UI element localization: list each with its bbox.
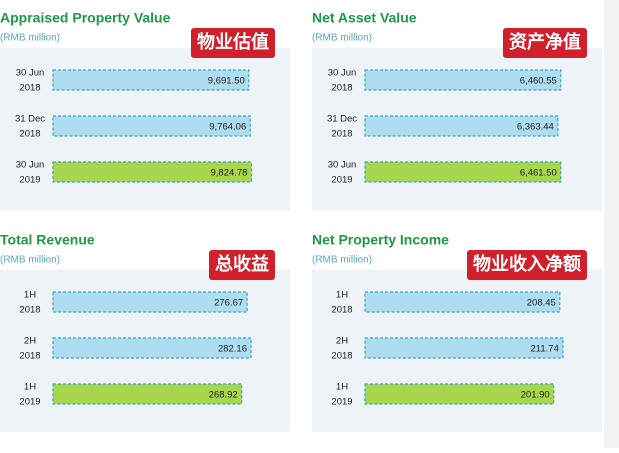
value-label: 268.92 bbox=[209, 390, 238, 401]
chart-title: Net Property Income bbox=[312, 232, 449, 248]
badge bbox=[209, 250, 275, 280]
chart-title: Total Revenue bbox=[0, 232, 95, 248]
bar bbox=[52, 115, 251, 137]
category-label: 30 Jun bbox=[328, 68, 357, 79]
category-label: 1H bbox=[336, 382, 348, 393]
category-label: 2019 bbox=[331, 397, 352, 408]
category-label: 2019 bbox=[19, 175, 40, 186]
category-label: 31 Dec bbox=[15, 114, 45, 125]
category-label: 30 Jun bbox=[16, 68, 45, 79]
bar bbox=[364, 69, 562, 91]
value-label: 9,691.50 bbox=[208, 76, 245, 87]
bar bbox=[52, 337, 252, 359]
category-label: 2H bbox=[24, 336, 36, 347]
badge-text: 资产净值 bbox=[509, 31, 581, 52]
badge-text: 物业收入净额 bbox=[473, 253, 581, 274]
badge bbox=[503, 28, 587, 58]
bar bbox=[364, 383, 555, 405]
chart-title: Net Asset Value bbox=[312, 10, 417, 26]
value-label: 276.67 bbox=[214, 298, 243, 309]
bar bbox=[52, 161, 253, 183]
category-label: 1H bbox=[336, 290, 348, 301]
category-label: 2H bbox=[336, 336, 348, 347]
category-label: 2018 bbox=[19, 129, 40, 140]
badge-text: 物业估值 bbox=[197, 31, 269, 52]
value-label: 211.74 bbox=[531, 344, 559, 355]
category-label: 2018 bbox=[331, 83, 352, 94]
category-label: 31 Dec bbox=[327, 114, 357, 125]
category-label: 2018 bbox=[331, 305, 352, 316]
bar bbox=[52, 383, 243, 405]
value-label: 282.16 bbox=[218, 344, 247, 355]
chart-subtitle: (RMB million) bbox=[0, 255, 60, 266]
category-label: 2018 bbox=[19, 351, 40, 362]
value-label: 9,824.78 bbox=[210, 168, 247, 179]
bar bbox=[52, 291, 248, 313]
value-label: 208.45 bbox=[527, 298, 556, 309]
category-label: 2019 bbox=[19, 397, 40, 408]
category-label: 2019 bbox=[331, 175, 352, 186]
chart-subtitle: (RMB million) bbox=[312, 255, 372, 266]
chart-title: Appraised Property Value bbox=[0, 10, 171, 26]
category-label: 30 Jun bbox=[16, 160, 45, 171]
chart-subtitle: (RMB million) bbox=[312, 33, 372, 44]
bar bbox=[364, 291, 561, 313]
badge-text: 总收益 bbox=[215, 253, 269, 274]
value-label: 9,764.06 bbox=[209, 122, 246, 133]
category-label: 1H bbox=[24, 290, 36, 301]
category-label: 30 Jun bbox=[328, 160, 357, 171]
category-label: 2018 bbox=[331, 351, 352, 362]
value-label: 6,460.55 bbox=[520, 76, 557, 87]
bar bbox=[364, 161, 562, 183]
category-label: 2018 bbox=[19, 83, 40, 94]
value-label: 201.90 bbox=[521, 390, 550, 401]
value-label: 6,363.44 bbox=[517, 122, 554, 133]
bar bbox=[364, 115, 559, 137]
side-strip bbox=[604, 0, 619, 448]
value-label: 6,461.50 bbox=[520, 168, 557, 179]
badge bbox=[191, 28, 275, 58]
category-label: 1H bbox=[24, 382, 36, 393]
badge bbox=[467, 250, 587, 280]
chart-subtitle: (RMB million) bbox=[0, 33, 60, 44]
category-label: 2018 bbox=[19, 305, 40, 316]
bar bbox=[364, 337, 564, 359]
bar bbox=[52, 69, 250, 91]
category-label: 2018 bbox=[331, 129, 352, 140]
